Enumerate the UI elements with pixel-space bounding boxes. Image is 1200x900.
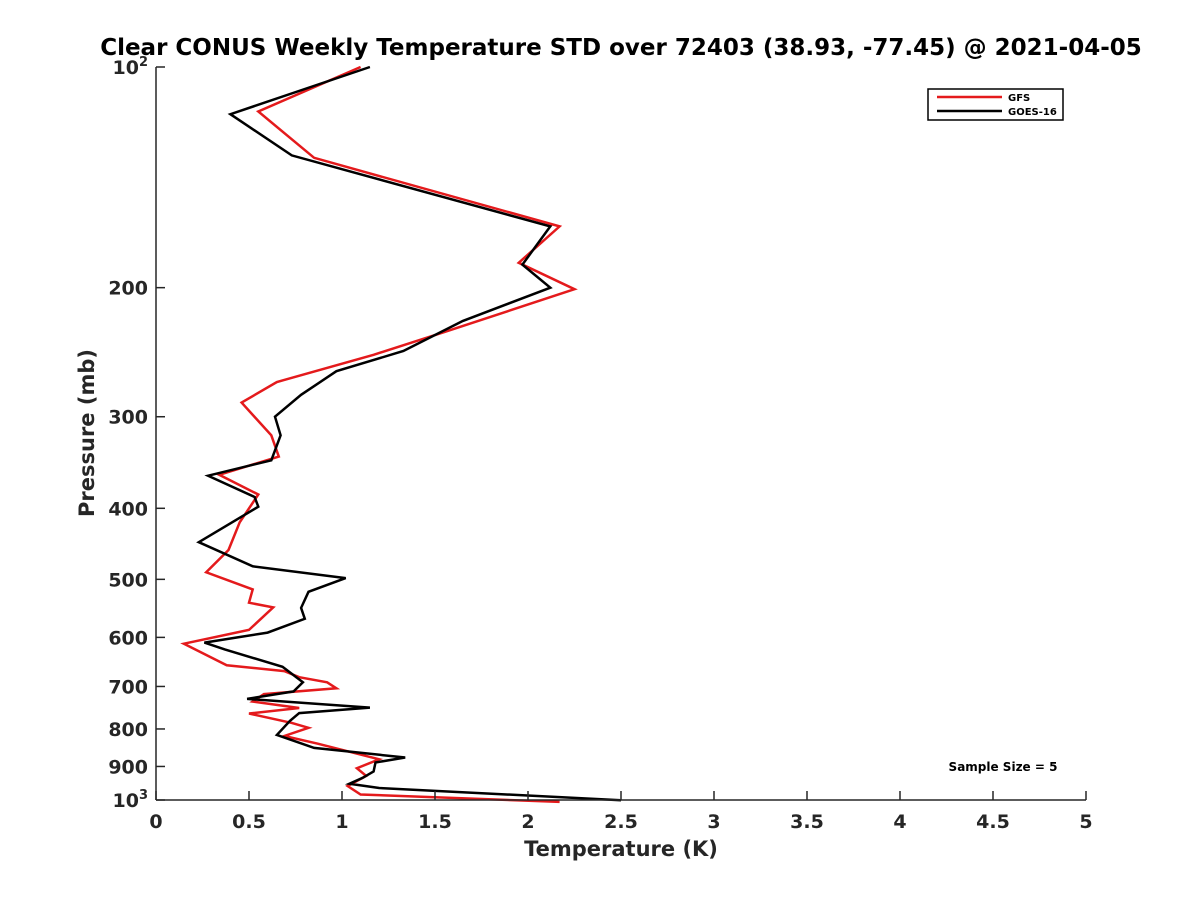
x-tick-label: 1 [335,811,348,833]
legend-label-goes16: GOES-16 [1008,107,1057,118]
x-axis-title: Temperature (K) [524,837,718,861]
x-tick-label: 0.5 [232,811,266,833]
x-tick-label: 3 [707,811,720,833]
plot-background [156,67,1086,800]
x-tick-label: 3.5 [790,811,824,833]
x-tick-label: 0 [149,811,162,833]
x-tick-label: 1.5 [418,811,452,833]
legend: GFS GOES-16 [927,88,1064,121]
x-tick-label: 4 [893,811,906,833]
y-tick-label: 700 [108,676,148,698]
y-tick-label: 400 [108,498,148,520]
series-layer [180,65,622,804]
x-tick-label: 5 [1079,811,1092,833]
series-line-goes16 [196,65,622,802]
x-axis-ticks: 0 0.5 1 1.5 2 2.5 3 3.5 4 4.5 5 [149,791,1093,833]
x-tick-label: 2 [521,811,534,833]
x-tick-label: 2.5 [604,811,638,833]
y-tick-label: 800 [108,719,148,741]
y-tick-label: 300 [108,407,148,429]
y-tick-label: 200 [108,278,148,300]
y-tick-label: 103 [113,788,149,812]
chart-title: Clear CONUS Weekly Temperature STD over … [100,35,1142,61]
y-tick-label: 900 [108,756,148,778]
plot-area: 0 0.5 1 1.5 2 2.5 3 3.5 4 4.5 5 102 200 300 400 500 600… [108,55,1092,833]
y-tick-label: 600 [108,627,148,649]
y-axis-title: Pressure (mb) [75,349,99,517]
y-tick-label: 500 [108,569,148,591]
legend-box [927,88,1064,121]
sample-size-annotation: Sample Size = 5 [949,760,1058,774]
y-tick-label: 102 [113,55,149,79]
y-axis-ticks: 102 200 300 400 500 600 700 800 900 103 [108,55,165,812]
x-tick-label: 4.5 [976,811,1010,833]
legend-label-gfs: GFS [1008,93,1030,104]
series-line-gfs [180,65,578,804]
